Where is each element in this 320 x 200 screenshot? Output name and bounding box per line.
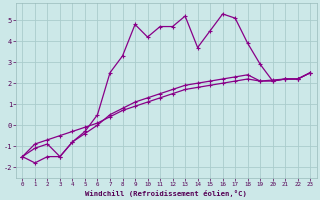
X-axis label: Windchill (Refroidissement éolien,°C): Windchill (Refroidissement éolien,°C)	[85, 190, 247, 197]
